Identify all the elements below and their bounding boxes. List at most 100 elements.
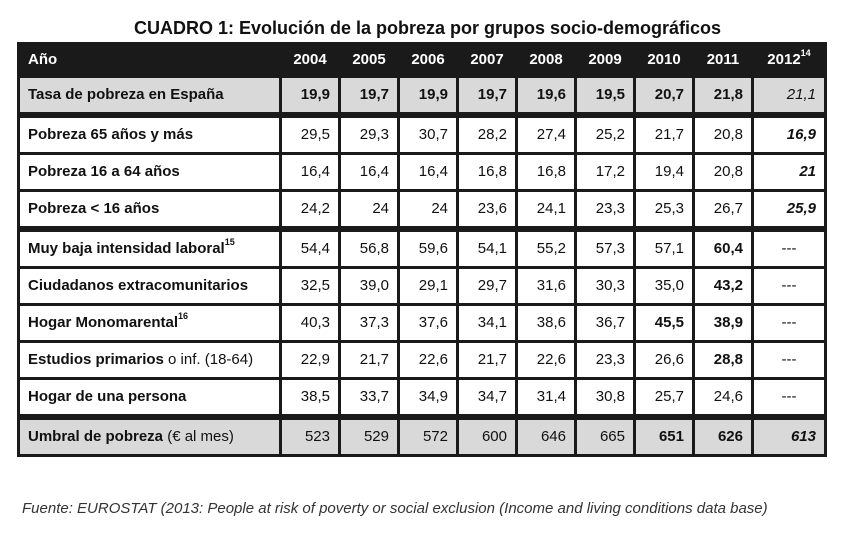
header-label: Año xyxy=(20,45,279,75)
cell: 54,1 xyxy=(459,232,515,266)
cell: 626 xyxy=(695,420,751,454)
cell: 17,2 xyxy=(577,155,633,189)
cell: 22,6 xyxy=(518,343,574,377)
cell: 56,8 xyxy=(341,232,397,266)
cell: 572 xyxy=(400,420,456,454)
cell: 24 xyxy=(341,192,397,226)
cell: 31,4 xyxy=(518,380,574,414)
cell: --- xyxy=(754,306,824,340)
cell: --- xyxy=(754,232,824,266)
cell: 20,7 xyxy=(636,78,692,112)
cell: 34,7 xyxy=(459,380,515,414)
table-row: Umbral de pobreza (€ al mes) 523 529 572… xyxy=(20,420,824,454)
row-label: Tasa de pobreza en España xyxy=(20,78,279,112)
cell: 21,1 xyxy=(754,78,824,112)
cell: 30,8 xyxy=(577,380,633,414)
cell: 22,9 xyxy=(282,343,338,377)
row-label: Hogar de una persona xyxy=(20,380,279,414)
cell: 23,3 xyxy=(577,343,633,377)
row-label: Hogar Monomarental16 xyxy=(20,306,279,340)
cell: 36,7 xyxy=(577,306,633,340)
cell: 25,2 xyxy=(577,118,633,152)
cell: 19,5 xyxy=(577,78,633,112)
cell: 25,3 xyxy=(636,192,692,226)
table-row: Pobreza < 16 años 24,2 24 24 23,6 24,1 2… xyxy=(20,192,824,226)
cell: 30,3 xyxy=(577,269,633,303)
row-label: Pobreza 16 a 64 años xyxy=(20,155,279,189)
header-year: 2006 xyxy=(400,45,456,75)
table-row: Muy baja intensidad laboral15 54,4 56,8 … xyxy=(20,232,824,266)
cell: 16,8 xyxy=(459,155,515,189)
cell: 29,3 xyxy=(341,118,397,152)
row-label: Estudios primarios o inf. (18-64) xyxy=(20,343,279,377)
cell: --- xyxy=(754,343,824,377)
cell: 38,9 xyxy=(695,306,751,340)
cell: 23,6 xyxy=(459,192,515,226)
table-row: Pobreza 65 años y más 29,5 29,3 30,7 28,… xyxy=(20,118,824,152)
cell: 29,7 xyxy=(459,269,515,303)
row-label: Pobreza 65 años y más xyxy=(20,118,279,152)
cell: 529 xyxy=(341,420,397,454)
cell: 37,6 xyxy=(400,306,456,340)
table-title: CUADRO 1: Evolución de la pobreza por gr… xyxy=(133,18,722,38)
row-label-suffix: (€ al mes) xyxy=(167,428,234,445)
cell: 33,7 xyxy=(341,380,397,414)
cell: 16,4 xyxy=(400,155,456,189)
table-row: Pobreza 16 a 64 años 16,4 16,4 16,4 16,8… xyxy=(20,155,824,189)
source-note: Fuente: EUROSTAT (2013: People at risk o… xyxy=(22,500,768,517)
cell: 19,7 xyxy=(459,78,515,112)
cell: 28,8 xyxy=(695,343,751,377)
cell: 27,4 xyxy=(518,118,574,152)
row-label-text: Estudios primarios xyxy=(28,351,164,368)
cell: 21,7 xyxy=(341,343,397,377)
cell: 16,4 xyxy=(282,155,338,189)
row-label-text: Muy baja intensidad laboral xyxy=(28,240,225,257)
cell: 24,2 xyxy=(282,192,338,226)
header-year: 2009 xyxy=(577,45,633,75)
cell: 60,4 xyxy=(695,232,751,266)
cell: 40,3 xyxy=(282,306,338,340)
footnote-marker: 15 xyxy=(224,237,235,247)
cell: 19,4 xyxy=(636,155,692,189)
cell: 24 xyxy=(400,192,456,226)
cell: 25,9 xyxy=(754,192,824,226)
cell: 26,7 xyxy=(695,192,751,226)
cell: 31,6 xyxy=(518,269,574,303)
row-label-suffix: o inf. (18-64) xyxy=(168,351,254,368)
cell: 57,3 xyxy=(577,232,633,266)
header-year-2012: 201214 xyxy=(754,45,824,75)
cell: 35,0 xyxy=(636,269,692,303)
footnote-marker: 14 xyxy=(800,48,811,58)
cell: 665 xyxy=(577,420,633,454)
cell: 600 xyxy=(459,420,515,454)
cell: 21,7 xyxy=(636,118,692,152)
row-label-text: Umbral de pobreza xyxy=(28,428,164,445)
poverty-table: Año 2004 2005 2006 2007 2008 2009 2010 2… xyxy=(17,42,827,457)
cell: 25,7 xyxy=(636,380,692,414)
footnote-marker: 16 xyxy=(178,311,189,321)
row-label: Muy baja intensidad laboral15 xyxy=(20,232,279,266)
header-year: 2007 xyxy=(459,45,515,75)
cell: 54,4 xyxy=(282,232,338,266)
cell: 24,1 xyxy=(518,192,574,226)
table-row: Hogar de una persona 38,5 33,7 34,9 34,7… xyxy=(20,380,824,414)
cell: 29,1 xyxy=(400,269,456,303)
cell: 30,7 xyxy=(400,118,456,152)
cell: 28,2 xyxy=(459,118,515,152)
header-year-text: 2012 xyxy=(767,51,801,68)
cell: 37,3 xyxy=(341,306,397,340)
row-label: Pobreza < 16 años xyxy=(20,192,279,226)
cell: --- xyxy=(754,269,824,303)
cell: 16,9 xyxy=(754,118,824,152)
cell: 22,6 xyxy=(400,343,456,377)
table-row: Tasa de pobreza en España 19,9 19,7 19,9… xyxy=(20,78,824,112)
cell: 20,8 xyxy=(695,155,751,189)
cell: --- xyxy=(754,380,824,414)
cell: 21,8 xyxy=(695,78,751,112)
cell: 59,6 xyxy=(400,232,456,266)
cell: 38,6 xyxy=(518,306,574,340)
cell: 651 xyxy=(636,420,692,454)
row-label: Ciudadanos extracomunitarios xyxy=(20,269,279,303)
cell: 613 xyxy=(754,420,824,454)
header-year: 2010 xyxy=(636,45,692,75)
